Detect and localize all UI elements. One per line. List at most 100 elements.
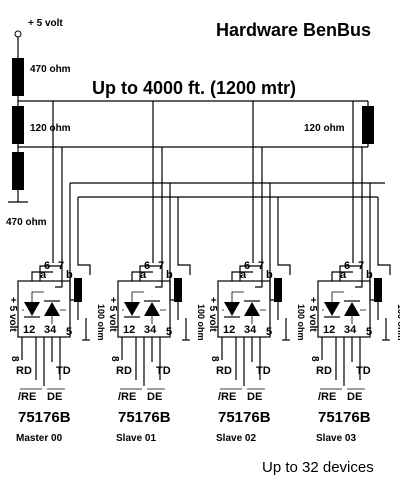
rail-drop bbox=[369, 183, 374, 301]
device-name: Slave 02 bbox=[216, 433, 256, 444]
device-count-note: Up to 32 devices bbox=[262, 459, 374, 476]
pin-a: a bbox=[340, 269, 347, 281]
device-name: Slave 03 bbox=[316, 433, 356, 444]
pins-3-4: 34 bbox=[44, 324, 57, 336]
re-de-leads bbox=[135, 337, 145, 386]
supply-label: + 5 volt bbox=[107, 297, 118, 332]
chip-part: 75176B bbox=[218, 409, 271, 426]
pins-3-4: 34 bbox=[144, 324, 157, 336]
shield-wire bbox=[377, 197, 391, 275]
pin-8: 8 bbox=[209, 356, 220, 362]
pin-8: 8 bbox=[109, 356, 120, 362]
device-name: Slave 01 bbox=[116, 433, 156, 444]
pin-6: 6 bbox=[144, 260, 150, 272]
de-label: DE bbox=[147, 391, 162, 403]
pin-b: b bbox=[266, 269, 273, 281]
internal-wiring bbox=[22, 291, 66, 324]
pin-7: 7 bbox=[258, 260, 264, 272]
pin-5: 5 bbox=[66, 326, 72, 338]
pullup-value: 470 ohm bbox=[30, 64, 71, 75]
shield-wire bbox=[277, 197, 291, 275]
chip-part: 75176B bbox=[118, 409, 171, 426]
td-label: TD bbox=[256, 365, 271, 377]
re-de-leads bbox=[335, 337, 345, 386]
terminator-right-resistor bbox=[362, 106, 374, 144]
receiver-symbol bbox=[24, 302, 40, 316]
pulldown-value: 470 ohm bbox=[6, 217, 47, 228]
terminator-left-resistor bbox=[12, 106, 24, 144]
pin-b: b bbox=[366, 269, 373, 281]
pins-1-2: 12 bbox=[23, 324, 35, 336]
td-label: TD bbox=[156, 365, 171, 377]
pin-5: 5 bbox=[266, 326, 272, 338]
re-label: /RE bbox=[318, 391, 336, 403]
resistor-label: 100 ohm bbox=[296, 304, 306, 341]
rail-drop bbox=[269, 183, 274, 301]
pins-1-2: 12 bbox=[123, 324, 135, 336]
pin-6: 6 bbox=[44, 260, 50, 272]
a-b-wiring bbox=[31, 263, 63, 288]
pin-a: a bbox=[40, 269, 47, 281]
terminator-left-value: 120 ohm bbox=[30, 123, 71, 134]
device-4: a6 7b 5 12 34 + 5 volt 100 ohm 8 RD TD/RE DE 75176B… bbox=[307, 101, 400, 444]
a-b-wiring bbox=[331, 263, 363, 288]
rd-label: RD bbox=[216, 365, 232, 377]
td-lead bbox=[151, 337, 161, 380]
supply-label: + 5 volt bbox=[307, 297, 318, 332]
shield-wire bbox=[177, 197, 191, 275]
device-1: a6 7b 5 12 34 + 5 volt 100 ohm 8 RD TD/RE DE 75176B… bbox=[7, 101, 106, 444]
internal-wiring bbox=[322, 291, 366, 324]
device-2: a6 7b 5 12 34 + 5 volt 100 ohm 8 RD TD/RE DE 75176B… bbox=[107, 101, 206, 444]
re-de-leads bbox=[235, 337, 245, 386]
pin-b: b bbox=[166, 269, 173, 281]
pin-5: 5 bbox=[166, 326, 172, 338]
resistor-label: 100 ohm bbox=[196, 304, 206, 341]
pin-6: 6 bbox=[344, 260, 350, 272]
a-b-wiring bbox=[131, 263, 163, 288]
pins-1-2: 12 bbox=[223, 324, 235, 336]
terminator-right-value: 120 ohm bbox=[304, 123, 345, 134]
receiver-symbol bbox=[224, 302, 240, 316]
rd-label: RD bbox=[316, 365, 332, 377]
td-label: TD bbox=[56, 365, 71, 377]
receiver-symbol bbox=[324, 302, 340, 316]
internal-wiring bbox=[122, 291, 166, 324]
pullup-resistor bbox=[12, 58, 24, 96]
pin-5: 5 bbox=[366, 326, 372, 338]
td-label: TD bbox=[356, 365, 371, 377]
pin-8: 8 bbox=[9, 356, 20, 362]
rd-label: RD bbox=[116, 365, 132, 377]
driver-symbol bbox=[44, 302, 60, 316]
driver-symbol bbox=[244, 302, 260, 316]
rd-label: RD bbox=[16, 365, 32, 377]
driver-symbol bbox=[144, 302, 160, 316]
re-de-leads bbox=[35, 337, 45, 386]
resistor-label: 100 ohm bbox=[396, 304, 400, 341]
driver-symbol bbox=[344, 302, 360, 316]
td-lead bbox=[251, 337, 261, 380]
pins-1-2: 12 bbox=[323, 324, 335, 336]
a-b-wiring bbox=[231, 263, 263, 288]
internal-wiring bbox=[222, 291, 266, 324]
resistor-100 bbox=[374, 278, 382, 302]
pulldown-resistor bbox=[12, 152, 24, 190]
pin-a: a bbox=[140, 269, 147, 281]
resistor-label: 100 ohm bbox=[96, 304, 106, 341]
cable-length-note: Up to 4000 ft. (1200 mtr) bbox=[92, 78, 296, 98]
supply-terminal bbox=[14, 30, 22, 38]
pins-3-4: 34 bbox=[344, 324, 357, 336]
rail-drop bbox=[169, 183, 174, 301]
chip-part: 75176B bbox=[18, 409, 71, 426]
pin-a: a bbox=[240, 269, 247, 281]
de-label: DE bbox=[47, 391, 62, 403]
td-lead bbox=[351, 337, 361, 380]
re-label: /RE bbox=[218, 391, 236, 403]
supply-label: + 5 volt bbox=[207, 297, 218, 332]
device-name: Master 00 bbox=[16, 433, 63, 444]
receiver-symbol bbox=[124, 302, 140, 316]
diagram-title: Hardware BenBus bbox=[216, 20, 371, 40]
device-3: a6 7b 5 12 34 + 5 volt 100 ohm 8 RD TD/RE DE 75176B… bbox=[207, 101, 306, 444]
resistor-100 bbox=[74, 278, 82, 302]
pin-7: 7 bbox=[158, 260, 164, 272]
